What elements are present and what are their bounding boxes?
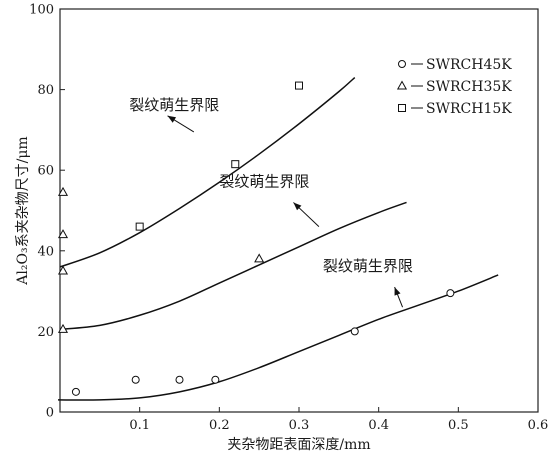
y-tick-label: 60 — [37, 164, 54, 179]
data-points — [57, 81, 455, 396]
x-tick-label: 0.2 — [209, 418, 230, 433]
data-point — [71, 387, 80, 396]
data-point — [57, 265, 69, 275]
y-axis-label: Al₂O₃系夹杂物尺寸/μm — [15, 136, 31, 285]
annotation-arrow-head — [167, 115, 177, 123]
annotation-arrow-head — [394, 287, 401, 296]
data-point — [350, 327, 359, 336]
boundary-curve — [59, 201, 407, 331]
data-point — [254, 253, 265, 263]
y-tick-label: 20 — [37, 325, 54, 340]
data-point — [57, 229, 69, 239]
y-tick-label: 80 — [37, 83, 54, 98]
data-point — [211, 375, 220, 384]
data-point — [295, 81, 303, 90]
plot-axes: 0.1 0.2 0.3 0.4 0.5 0.6 0 20 40 60 80 100 夹杂物距表面深度/m… — [15, 3, 548, 454]
annotation-arrow-head — [293, 202, 302, 211]
x-tick-label: 0.3 — [289, 418, 310, 433]
boundary-curve — [57, 274, 499, 401]
legend-label: SWRCH15K — [426, 101, 512, 117]
x-tick-label: 0.1 — [129, 418, 150, 433]
boundary-curves — [57, 76, 499, 401]
x-axis-label: 夹杂物距表面深度/mm — [227, 437, 370, 453]
legend-marker — [398, 104, 406, 112]
y-tick-label: 100 — [29, 3, 54, 18]
boundary-curve — [59, 76, 356, 268]
annotation-label: 裂纹萌生界限 — [323, 257, 413, 275]
annotation-label: 裂纹萌生界限 — [129, 96, 219, 114]
data-point — [135, 222, 144, 231]
y-tick-label: 0 — [46, 406, 54, 421]
legend-label: SWRCH35K — [426, 79, 512, 95]
legend-marker — [398, 60, 406, 68]
legend: SWRCH45K SWRCH35K SWRCH15K — [396, 57, 512, 117]
data-point — [175, 375, 184, 384]
data-point — [231, 160, 240, 169]
annotation-label: 裂纹萌生界限 — [219, 172, 309, 190]
x-tick-label: 0.4 — [368, 418, 389, 433]
x-tick-label: 0.5 — [448, 418, 469, 433]
legend-label: SWRCH45K — [426, 57, 512, 73]
data-point — [446, 289, 455, 298]
y-tick-label: 40 — [37, 244, 54, 259]
data-point — [57, 323, 69, 333]
legend-marker — [396, 80, 408, 90]
data-point — [131, 375, 140, 384]
x-tick-label: 0.6 — [528, 418, 549, 433]
data-point — [57, 186, 69, 196]
